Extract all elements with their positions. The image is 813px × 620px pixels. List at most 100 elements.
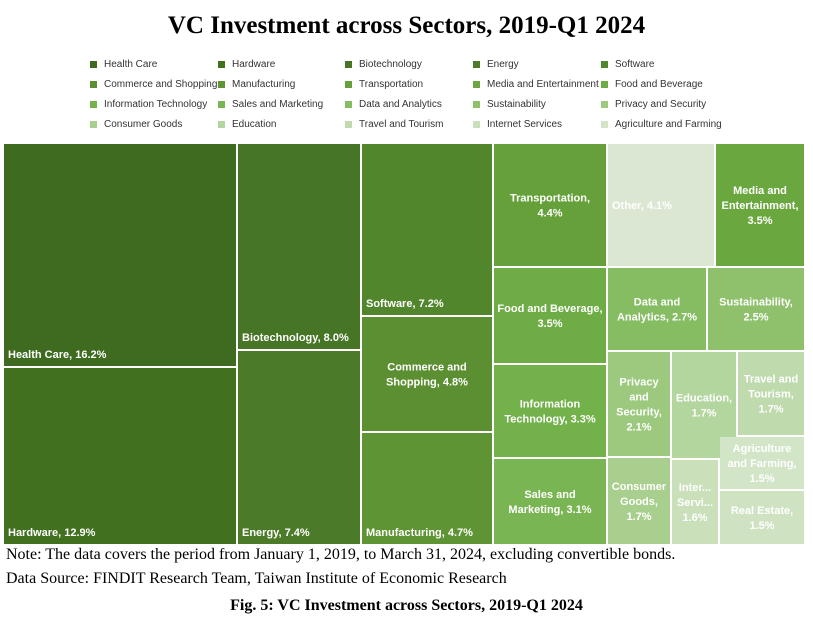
tile-label: Education, 1.7% [676, 393, 732, 420]
legend-item-manufacturing: Manufacturing [218, 76, 295, 92]
legend-label: Travel and Tourism [359, 118, 444, 130]
figure-caption: Fig. 5: VC Investment across Sectors, 20… [230, 597, 583, 614]
legend-label: Biotechnology [359, 58, 422, 70]
tile-rect [672, 460, 718, 544]
legend-label: Data and Analytics [359, 98, 442, 110]
legend-swatch [90, 80, 97, 88]
legend-swatch [473, 60, 480, 68]
tile-sustainability: Sustainability, 2.5% [708, 268, 804, 350]
legend-label: Manufacturing [232, 78, 296, 90]
legend-label: Commerce and Shopping [104, 78, 218, 90]
tile-food-and-beverage: Food and Beverage, 3.5% [494, 268, 606, 363]
legend-swatch [473, 80, 480, 88]
legend-item-privacy-and-security: Privacy and Security [601, 96, 706, 112]
legend-item-biotechnology: Biotechnology [345, 56, 422, 72]
tile-real-estate: Real Estate, 1.5% [720, 491, 804, 544]
tile-label: Consumer Goods, 1.7% [612, 481, 667, 523]
tile-label: Sales and Marketing, 3.1% [508, 489, 591, 516]
tile-rect [608, 458, 670, 544]
tile-other: Other, 4.1% [608, 144, 714, 266]
tile-software: Software, 7.2% [362, 144, 492, 315]
tile-information-technology: Information Technology, 3.3% [494, 365, 606, 457]
tile-internet-services: Inter... Servi... 1.6% [672, 460, 718, 544]
legend-item-internet-services: Internet Services [473, 116, 562, 132]
legend-item-hardware: Hardware [218, 56, 275, 72]
legend-item-information-technology: Information Technology [90, 96, 207, 112]
legend-label: Privacy and Security [615, 98, 707, 110]
legend-item-education: Education [218, 116, 276, 132]
legend-swatch [601, 120, 608, 128]
tile-label: Sustainability, 2.5% [719, 297, 793, 324]
tile-rect [720, 437, 804, 489]
legend-label: Health Care [104, 58, 158, 70]
legend-swatch [90, 60, 97, 68]
legend-label: Consumer Goods [104, 118, 183, 130]
tile-label: Other, 4.1% [612, 200, 672, 212]
legend-item-commerce-and-shopping: Commerce and Shopping [90, 76, 217, 92]
legend-label: Sales and Marketing [232, 98, 324, 110]
note-text: Note: The data covers the period from Ja… [6, 546, 676, 563]
legend-item-sales-and-marketing: Sales and Marketing [218, 96, 323, 112]
legend-swatch [345, 100, 352, 108]
tile-rect [362, 433, 492, 544]
legend-item-consumer-goods: Consumer Goods [90, 116, 182, 132]
tile-label: Privacy and Security, 2.1% [616, 377, 662, 434]
tile-data-and-analytics: Data and Analytics, 2.7% [608, 268, 706, 350]
tile-rect [362, 317, 492, 431]
legend-swatch [218, 80, 225, 88]
tile-rect [494, 268, 606, 363]
tile-label: Hardware, 12.9% [8, 527, 96, 539]
tile-rect [494, 365, 606, 457]
legend-label: Sustainability [487, 98, 546, 110]
legend-item-media-and-entertainment: Media and Entertainment [473, 76, 599, 92]
legend-swatch [218, 60, 225, 68]
legend-item-software: Software [601, 56, 654, 72]
tile-health-care: Health Care, 16.2% [4, 144, 236, 366]
source-text: Data Source: FINDIT Research Team, Taiwa… [6, 570, 507, 587]
tile-rect [238, 144, 360, 349]
tile-agriculture-and-farming: Agriculture and Farming, 1.5% [720, 437, 804, 489]
legend-item-travel-and-tourism: Travel and Tourism [345, 116, 443, 132]
tile-label: Food and Beverage, 3.5% [497, 303, 602, 330]
legend-label: Food and Beverage [615, 78, 703, 90]
tile-label: Commerce and Shopping, 4.8% [386, 362, 468, 389]
legend-swatch [601, 100, 608, 108]
legend-label: Media and Entertainment [487, 78, 599, 90]
legend-swatch [218, 120, 225, 128]
tile-rect [716, 144, 804, 266]
tile-rect [608, 144, 714, 266]
tile-rect [708, 268, 804, 350]
legend-label: Software [615, 58, 655, 70]
legend-label: Information Technology [104, 98, 208, 110]
legend-item-food-and-beverage: Food and Beverage [601, 76, 703, 92]
tile-label: Data and Analytics, 2.7% [617, 297, 697, 324]
tile-media-and-entertainment: Media and Entertainment, 3.5% [716, 144, 804, 266]
legend-swatch [90, 100, 97, 108]
legend-item-transportation: Transportation [345, 76, 423, 92]
legend-item-energy: Energy [473, 56, 519, 72]
tile-manufacturing: Manufacturing, 4.7% [362, 433, 492, 544]
legend-label: Education [232, 118, 277, 130]
legend-swatch [473, 120, 480, 128]
tile-rect [494, 144, 606, 266]
tile-privacy-and-security: Privacy and Security, 2.1% [608, 352, 670, 456]
tile-rect [238, 351, 360, 544]
tile-rect [738, 352, 804, 435]
legend-swatch [345, 60, 352, 68]
legend-label: Agriculture and Farming [615, 118, 722, 130]
tile-label: Biotechnology, 8.0% [242, 332, 349, 344]
legend-item-sustainability: Sustainability [473, 96, 546, 112]
legend-item-health-care: Health Care [90, 56, 157, 72]
legend-item-data-and-analytics: Data and Analytics [345, 96, 442, 112]
tile-rect [362, 144, 492, 315]
tile-energy: Energy, 7.4% [238, 351, 360, 544]
tile-rect [4, 144, 236, 366]
tile-label: Health Care, 16.2% [8, 349, 107, 361]
tile-rect [494, 459, 606, 544]
tile-label: Agriculture and Farming, 1.5% [727, 443, 796, 485]
tile-label: Energy, 7.4% [242, 527, 310, 539]
legend-label: Hardware [232, 58, 276, 70]
chart-title: VC Investment across Sectors, 2019-Q1 20… [167, 12, 646, 39]
tile-label: Manufacturing, 4.7% [366, 527, 473, 539]
legend-swatch [601, 80, 608, 88]
